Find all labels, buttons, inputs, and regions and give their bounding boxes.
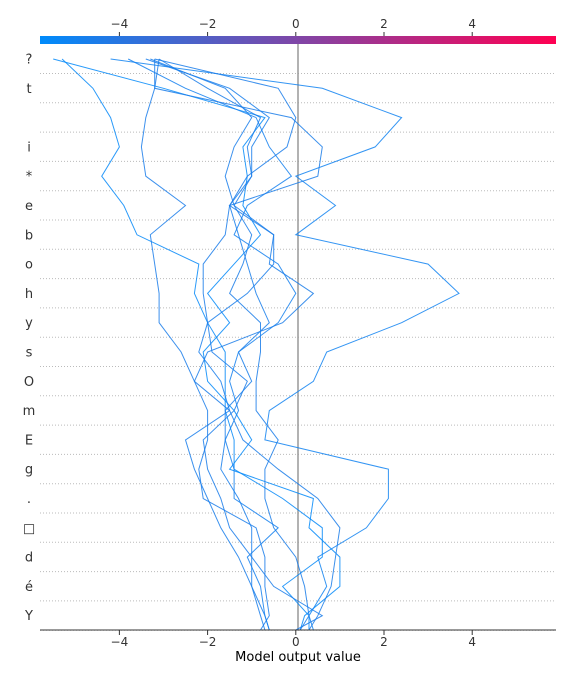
feature-label: t [26, 82, 31, 97]
colorbar-gradient [40, 36, 556, 44]
decision-line [154, 58, 324, 631]
feature-label: é [25, 580, 33, 595]
x-tick-label: −2 [199, 635, 217, 649]
x-axis-ticks: −4 −2 0 2 4 [111, 630, 476, 649]
decision-line [158, 58, 310, 631]
feature-label: d [25, 551, 33, 566]
decision-line [127, 58, 297, 631]
feature-label: b [25, 228, 33, 243]
x-tick-label: 0 [292, 635, 300, 649]
x-tick-label: 2 [380, 635, 388, 649]
feature-label: i [27, 140, 31, 155]
feature-label: y [25, 316, 33, 331]
colorbar-tick-label: −4 [111, 17, 129, 31]
feature-label: g [25, 463, 33, 478]
decision-line [145, 58, 270, 631]
feature-label: E [25, 433, 33, 448]
colorbar-tick-label: 2 [380, 17, 388, 31]
decision-line [150, 58, 275, 631]
colorbar-tick-label: −2 [199, 17, 217, 31]
feature-label: □ [23, 521, 35, 536]
feature-label: ? [26, 53, 33, 68]
x-axis: −4 −2 0 2 4 Model output value [40, 629, 556, 665]
decision-line [154, 58, 341, 631]
feature-label: e [25, 199, 33, 214]
x-tick-label: 4 [468, 635, 476, 649]
feature-label: h [25, 287, 33, 302]
decision-lines [53, 58, 460, 631]
feature-label: o [25, 258, 33, 273]
decision-line [53, 58, 341, 631]
x-tick-label: −4 [111, 635, 129, 649]
colorbar: −4 −2 0 2 4 [40, 17, 556, 44]
colorbar-ticks: −4 −2 0 2 4 [111, 17, 476, 36]
feature-label: m [23, 404, 36, 419]
colorbar-tick-label: 4 [468, 17, 476, 31]
feature-label: . [27, 492, 31, 507]
feature-label: O [24, 375, 34, 390]
decision-line [140, 59, 270, 631]
feature-label: Y [24, 609, 33, 624]
x-axis-title: Model output value [235, 650, 361, 665]
feature-label: * [26, 170, 33, 185]
decision-line [110, 58, 460, 631]
colorbar-tick-label: 0 [292, 17, 300, 31]
feature-label: s [26, 346, 33, 361]
decision-line [61, 58, 323, 630]
